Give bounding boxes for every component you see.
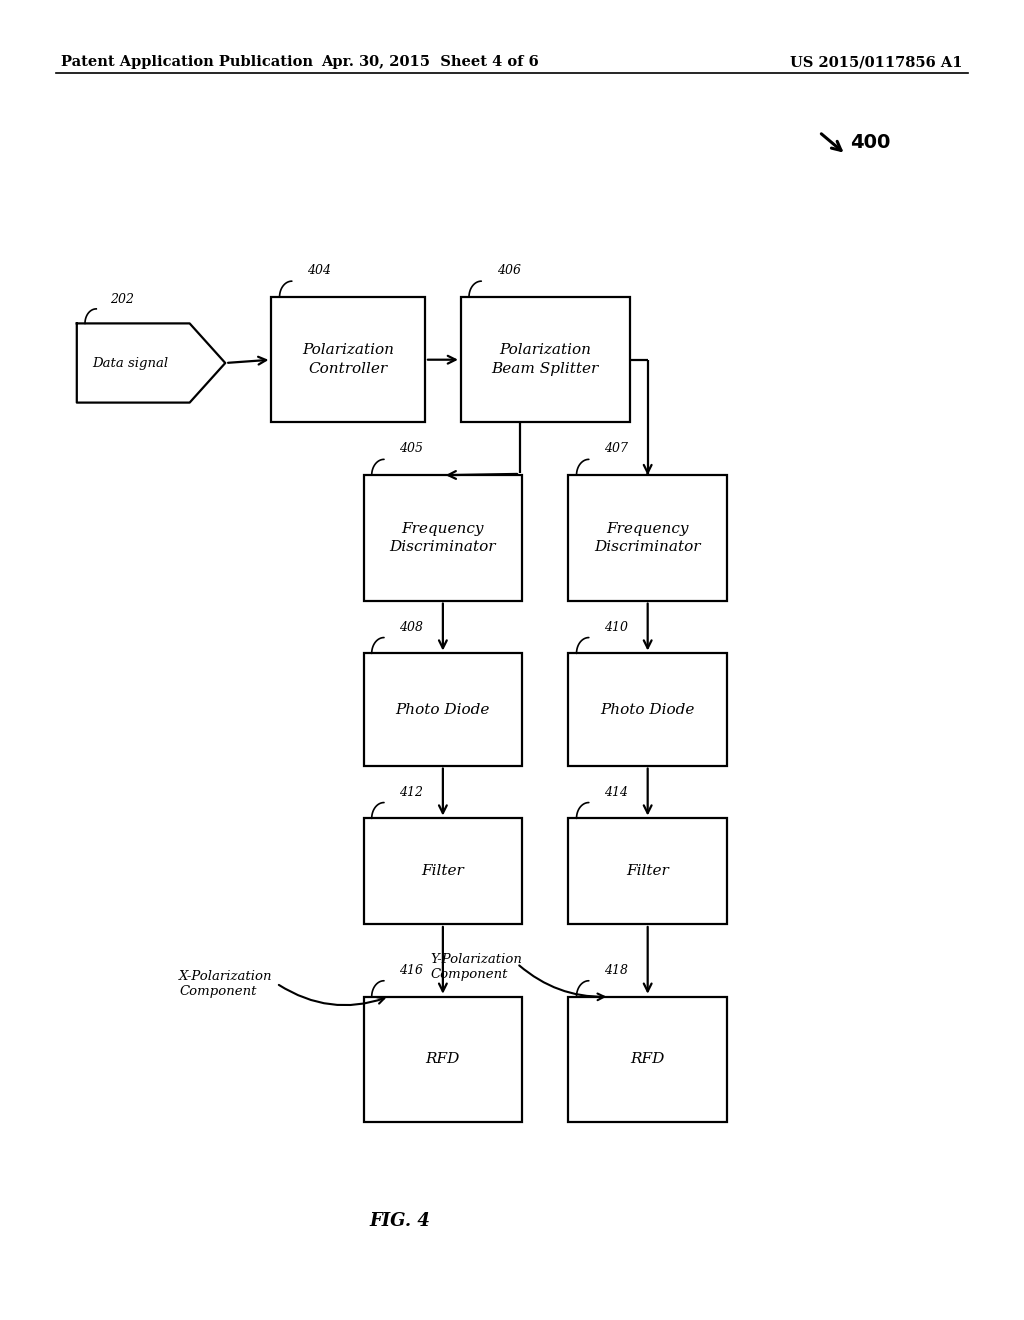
Text: 408: 408 — [399, 620, 423, 634]
Bar — [271, 297, 425, 422]
Text: Filter: Filter — [422, 865, 464, 878]
Bar — [364, 997, 522, 1122]
Text: 412: 412 — [399, 785, 423, 799]
Text: 404: 404 — [307, 264, 331, 277]
Text: Polarization
Controller: Polarization Controller — [302, 343, 394, 376]
Text: 406: 406 — [497, 264, 520, 277]
Bar — [461, 297, 630, 422]
Text: Data signal: Data signal — [92, 356, 168, 370]
Text: RFD: RFD — [631, 1052, 665, 1067]
Bar — [568, 475, 727, 601]
Text: Frequency
Discriminator: Frequency Discriminator — [389, 521, 497, 554]
Polygon shape — [77, 323, 225, 403]
Text: 418: 418 — [604, 964, 628, 977]
Text: Patent Application Publication: Patent Application Publication — [61, 55, 313, 70]
Bar — [568, 818, 727, 924]
Text: Photo Diode: Photo Diode — [600, 702, 695, 717]
Text: 407: 407 — [604, 442, 628, 455]
Text: 410: 410 — [604, 620, 628, 634]
Bar — [364, 818, 522, 924]
Bar — [364, 653, 522, 766]
Text: 416: 416 — [399, 964, 423, 977]
Text: Polarization
Beam Splitter: Polarization Beam Splitter — [492, 343, 599, 376]
Text: RFD: RFD — [426, 1052, 460, 1067]
Text: Filter: Filter — [627, 865, 669, 878]
Text: 202: 202 — [110, 293, 133, 306]
Text: Photo Diode: Photo Diode — [395, 702, 490, 717]
Text: Y-Polarization
Component: Y-Polarization Component — [430, 953, 522, 981]
Text: Frequency
Discriminator: Frequency Discriminator — [594, 521, 701, 554]
Bar — [364, 475, 522, 601]
Text: 405: 405 — [399, 442, 423, 455]
Bar — [568, 997, 727, 1122]
Text: 414: 414 — [604, 785, 628, 799]
Text: Apr. 30, 2015  Sheet 4 of 6: Apr. 30, 2015 Sheet 4 of 6 — [322, 55, 539, 70]
Text: 400: 400 — [850, 133, 890, 152]
Text: US 2015/0117856 A1: US 2015/0117856 A1 — [791, 55, 963, 70]
Text: FIG. 4: FIG. 4 — [369, 1212, 430, 1230]
Bar — [568, 653, 727, 766]
Text: X-Polarization
Component: X-Polarization Component — [179, 970, 272, 998]
